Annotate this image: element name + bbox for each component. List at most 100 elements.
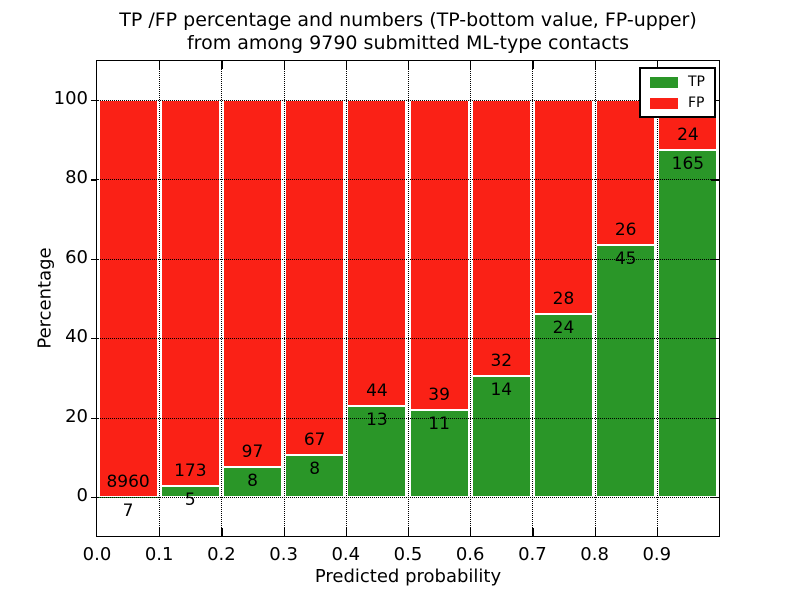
fp-count-label: 26 [614,220,637,241]
x-tick-mark-top [221,61,223,69]
fp-bar-segment [160,100,220,486]
tp-bar-segment [533,313,594,497]
legend-entry-fp: FP [650,96,705,110]
x-axis-label: Predicted probability [314,566,502,587]
vertical-gridline [283,61,285,536]
x-tick-mark [283,528,285,536]
x-tick-mark [594,528,596,536]
vertical-gridline [159,61,161,536]
horizontal-gridline [97,497,719,498]
chart-title: TP /FP percentage and numbers (TP-bottom… [96,9,720,55]
horizontal-gridline [97,179,719,181]
x-tick-mark-top [283,61,285,69]
x-tick-label: 0.6 [455,544,485,565]
x-tick-label: 0.2 [207,544,236,565]
legend: TP FP [639,67,716,118]
x-tick-mark-top [470,61,472,69]
y-tick-mark [91,338,96,340]
fp-count-label: 44 [366,381,388,402]
x-tick-mark-top [656,61,659,69]
x-tick-mark [532,528,534,536]
x-tick-mark [408,528,410,536]
tp-bar-segment [596,245,656,497]
vertical-gridline [345,61,347,536]
vertical-gridline [408,61,409,536]
y-tick-mark-right [711,179,719,181]
fp-count-label: 67 [303,429,326,450]
legend-label-fp: FP [688,95,705,111]
y-tick-label: 20 [65,405,88,427]
horizontal-gridline [97,258,719,260]
x-tick-label: 0.9 [642,544,672,565]
y-tick-label: 40 [65,326,88,348]
tp-bar-segment [409,409,469,497]
y-tick-label: 0 [76,485,88,506]
tp-count-label: 24 [552,317,575,338]
y-tick-mark-right [711,338,719,340]
chart-title-line2: from among 9790 submitted ML-type contac… [186,32,630,54]
horizontal-gridline [97,417,719,419]
x-tick-label: 0.3 [269,544,298,565]
fp-count-label: 39 [428,384,450,405]
x-tick-label: 0.8 [580,544,609,565]
x-tick-label: 0.4 [331,544,361,565]
fp-bar-segment [98,100,158,497]
x-tick-mark-top [594,61,596,69]
x-tick-mark-top [345,61,348,69]
vertical-gridline [470,61,472,536]
y-tick-mark [91,100,96,102]
y-tick-mark-right [711,258,719,261]
y-tick-mark [91,417,96,419]
tp-bar-segment [160,485,220,497]
fp-bar-segment [285,100,345,455]
tp-bar-segment [222,466,283,497]
vertical-gridline [532,61,534,536]
x-tick-mark [656,528,659,536]
x-tick-mark-top [532,61,534,69]
fp-count-label: 28 [552,288,575,309]
fp-bar-segment [409,100,469,410]
y-tick-label: 80 [65,167,88,189]
horizontal-gridline [97,338,719,340]
fp-bar-segment [533,100,594,314]
legend-label-tp: TP [688,74,705,90]
tp-count-label: 8 [247,470,258,491]
tp-bar-segment [658,150,718,497]
y-tick-mark [91,179,96,181]
vertical-gridline [594,61,596,536]
fp-bar-segment [222,100,283,467]
tp-count-label: 5 [184,489,196,510]
tp-count-label: 11 [428,413,450,434]
fp-count-label: 24 [677,125,699,146]
x-tick-label: 0.0 [82,544,112,565]
tp-bar-segment [285,454,345,497]
plot-area: TP FP 8960 7 173 5 97 8 67 8 44 13 39 11 32 14 28 24 26 45… [54,60,720,565]
x-tick-label: 0.1 [144,544,174,565]
chart-title-line1: TP /FP percentage and numbers (TP-bottom… [119,9,697,31]
legend-swatch-tp [650,76,678,88]
vertical-gridline [221,61,223,536]
fp-count-label: 97 [241,441,264,462]
tp-bar-segment [347,406,407,497]
x-tick-label: 0.7 [518,544,547,565]
legend-swatch-fp [650,97,678,109]
x-tick-mark [345,528,348,536]
fp-count-label: 8960 [106,471,150,492]
tp-count-label: 14 [490,380,513,401]
x-tick-mark-top [408,61,410,69]
tp-count-label: 8 [309,458,321,479]
tp-count-label: 165 [671,154,705,175]
x-tick-mark [470,528,472,536]
tp-count-label: 13 [366,410,388,431]
vertical-gridline [656,61,658,536]
tp-bar-segment [471,376,531,497]
y-tick-mark-right [711,417,719,419]
y-tick-mark [91,258,96,261]
fp-bar-segment [471,100,531,377]
y-tick-mark-right [711,497,719,499]
fp-count-label: 173 [174,460,207,481]
y-tick-label: 100 [53,88,88,109]
y-tick-mark [91,497,96,499]
x-tick-mark [221,528,223,536]
